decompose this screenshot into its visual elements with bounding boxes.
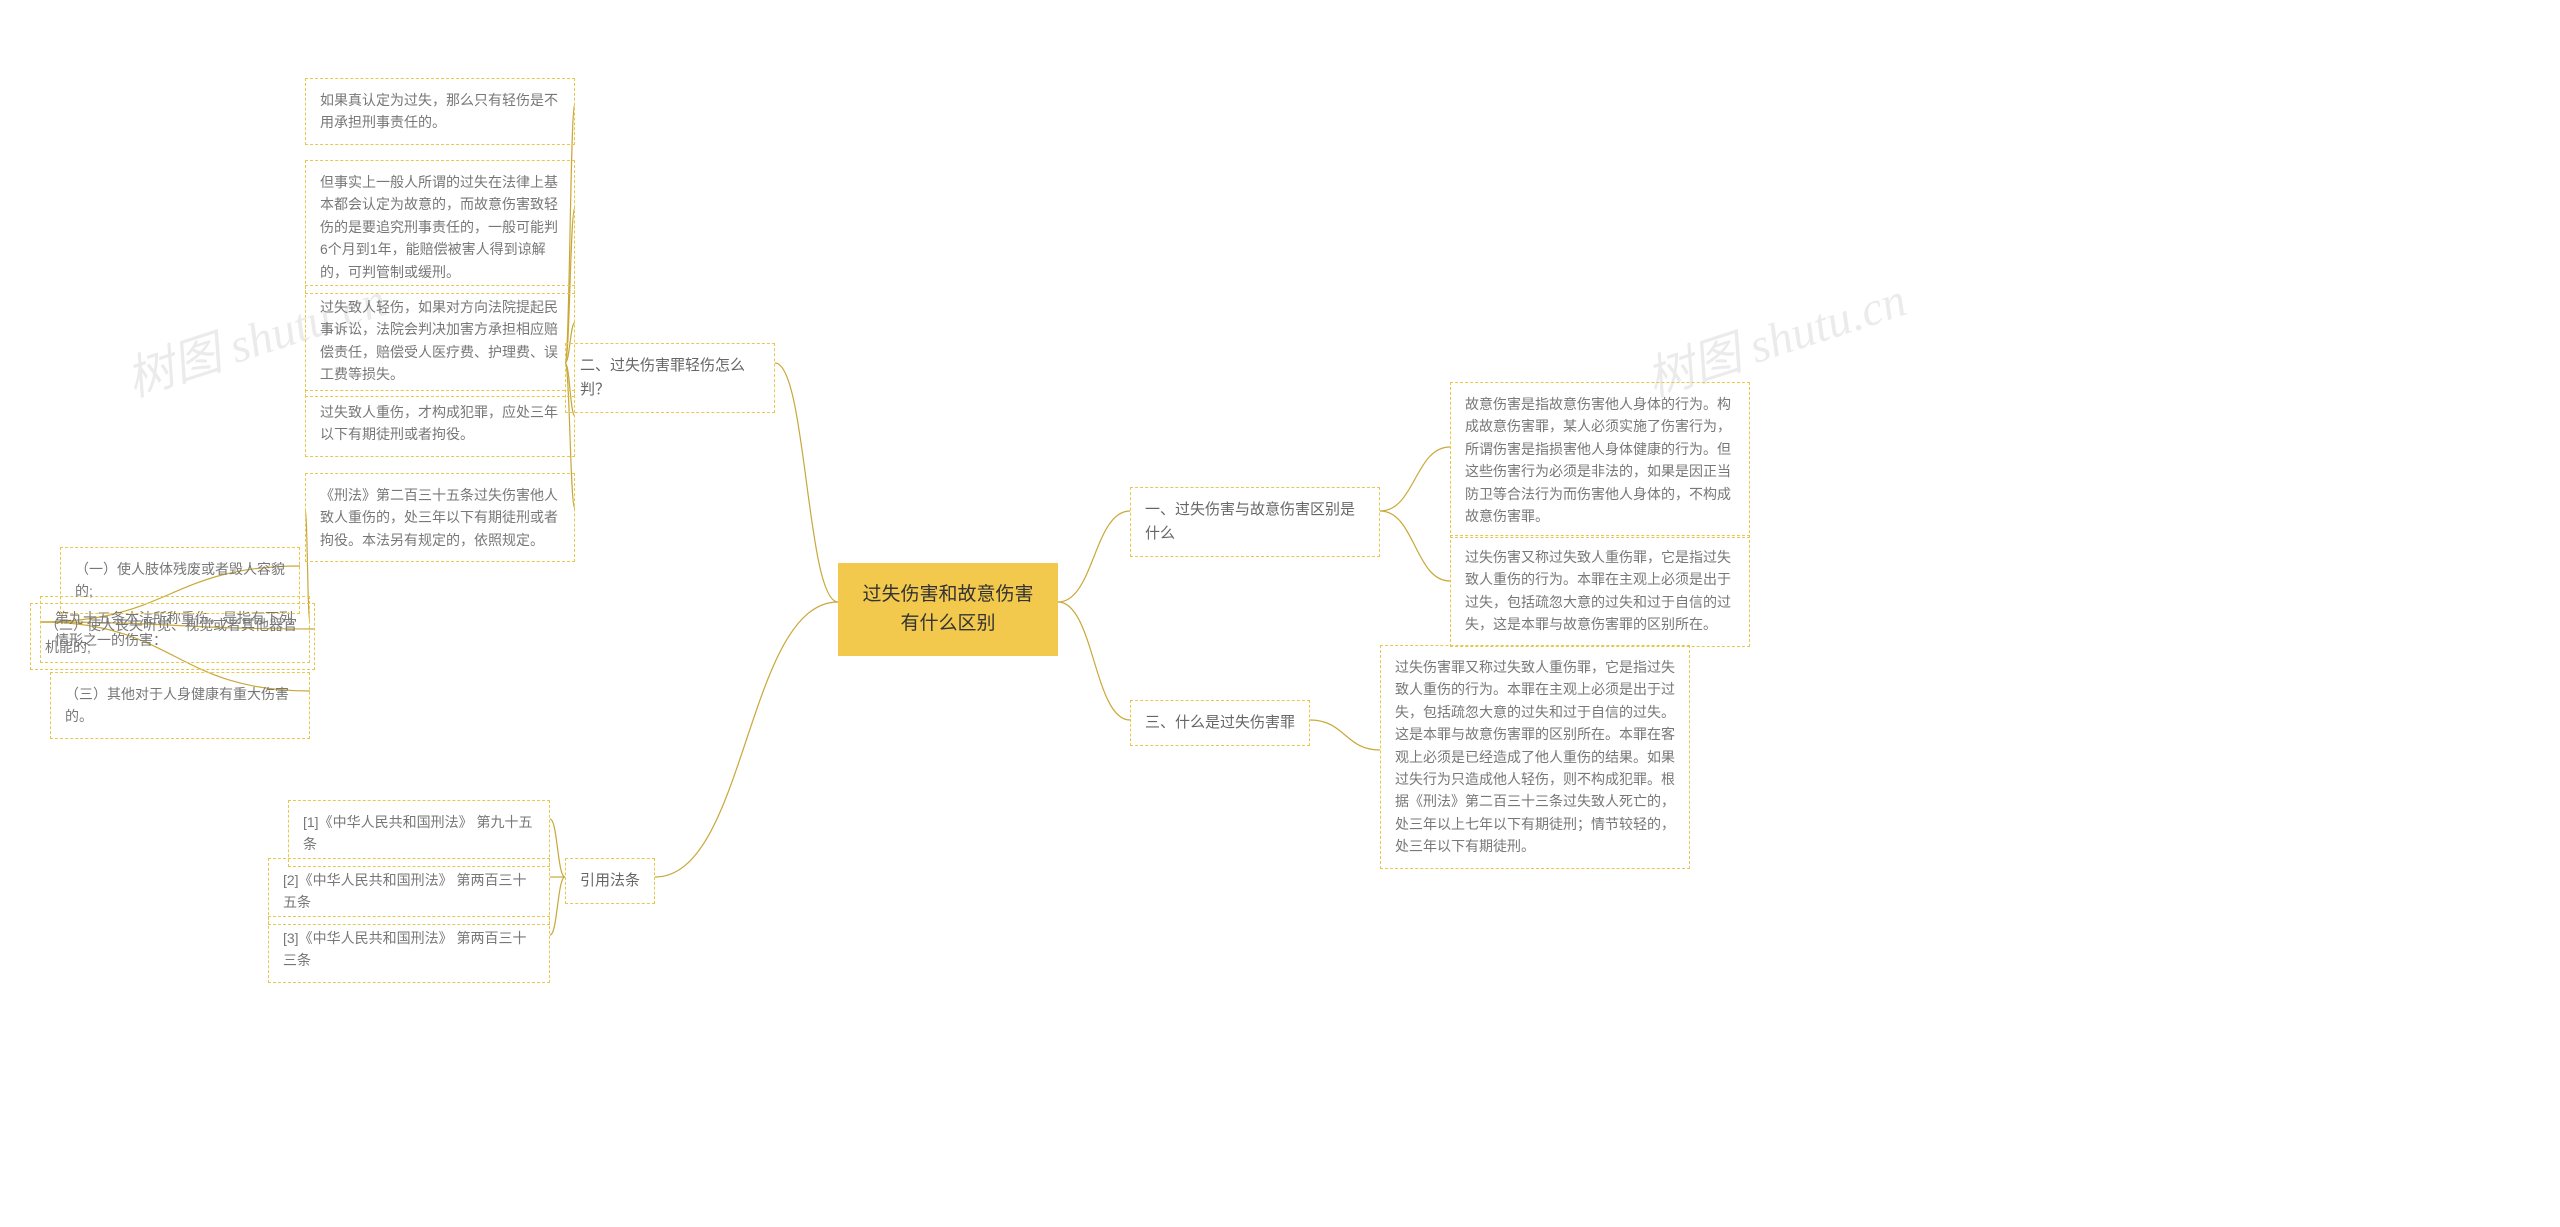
right-branch-1[interactable]: 三、什么是过失伤害罪 bbox=[1130, 700, 1310, 746]
right-b0-leaf-0[interactable]: 故意伤害是指故意伤害他人身体的行为。构成故意伤害罪，某人必须实施了伤害行为，所谓… bbox=[1450, 382, 1750, 538]
left-0-c-3[interactable]: 过失致人重伤，才构成犯罪，应处三年以下有期徒刑或者拘役。 bbox=[305, 390, 575, 457]
right-branch-0[interactable]: 一、过失伤害与故意伤害区别是什么 bbox=[1130, 487, 1380, 557]
left-0-c-4-c-0-c-2[interactable]: （三）其他对于人身健康有重大伤害的。 bbox=[50, 672, 310, 739]
right-b0-leaf-1[interactable]: 过失伤害又称过失致人重伤罪，它是指过失致人重伤的行为。本罪在主观上必须是出于过失… bbox=[1450, 535, 1750, 647]
left-0-c-4[interactable]: 《刑法》第二百三十五条过失伤害他人致人重伤的，处三年以下有期徒刑或者拘役。本法另… bbox=[305, 473, 575, 562]
left-0[interactable]: 二、过失伤害罪轻伤怎么判？ bbox=[565, 343, 775, 413]
root-node[interactable]: 过失伤害和故意伤害有什么区别 bbox=[838, 563, 1058, 656]
left-0-c-1[interactable]: 但事实上一般人所谓的过失在法律上基本都会认定为故意的，而故意伤害致轻伤的是要追究… bbox=[305, 160, 575, 294]
left-1-c-0[interactable]: [1]《中华人民共和国刑法》 第九十五条 bbox=[288, 800, 550, 867]
left-0-c-2[interactable]: 过失致人轻伤，如果对方向法院提起民事诉讼，法院会判决加害方承担相应赔偿责任，赔偿… bbox=[305, 285, 575, 397]
right-b1-leaf-0[interactable]: 过失伤害罪又称过失致人重伤罪，它是指过失致人重伤的行为。本罪在主观上必须是出于过… bbox=[1380, 645, 1690, 869]
left-1-c-1[interactable]: [2]《中华人民共和国刑法》 第两百三十五条 bbox=[268, 858, 550, 925]
left-1[interactable]: 引用法条 bbox=[565, 858, 655, 904]
left-0-c-0[interactable]: 如果真认定为过失，那么只有轻伤是不用承担刑事责任的。 bbox=[305, 78, 575, 145]
left-1-c-2[interactable]: [3]《中华人民共和国刑法》 第两百三十三条 bbox=[268, 916, 550, 983]
left-0-c-4-c-0-c-1[interactable]: （二）使人丧失听觉、视觉或者其他器官机能的; bbox=[30, 603, 315, 670]
